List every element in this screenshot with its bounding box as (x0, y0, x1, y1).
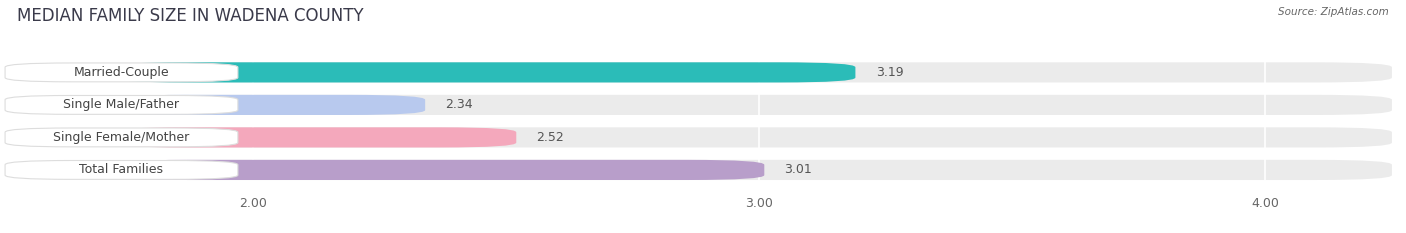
FancyBboxPatch shape (111, 160, 1392, 180)
FancyBboxPatch shape (111, 127, 516, 147)
FancyBboxPatch shape (6, 96, 238, 114)
FancyBboxPatch shape (111, 127, 1392, 147)
Text: Single Female/Mother: Single Female/Mother (53, 131, 190, 144)
Text: 2.52: 2.52 (537, 131, 564, 144)
Text: Single Male/Father: Single Male/Father (63, 98, 180, 111)
FancyBboxPatch shape (111, 160, 765, 180)
Text: 3.19: 3.19 (876, 66, 903, 79)
FancyBboxPatch shape (111, 62, 855, 82)
FancyBboxPatch shape (6, 128, 238, 147)
Text: Married-Couple: Married-Couple (73, 66, 169, 79)
FancyBboxPatch shape (6, 161, 238, 179)
FancyBboxPatch shape (111, 95, 425, 115)
Text: Total Families: Total Families (80, 163, 163, 176)
Text: MEDIAN FAMILY SIZE IN WADENA COUNTY: MEDIAN FAMILY SIZE IN WADENA COUNTY (17, 7, 364, 25)
Text: 2.34: 2.34 (446, 98, 472, 111)
FancyBboxPatch shape (111, 95, 1392, 115)
Text: Source: ZipAtlas.com: Source: ZipAtlas.com (1278, 7, 1389, 17)
Text: 3.01: 3.01 (785, 163, 813, 176)
FancyBboxPatch shape (111, 62, 1392, 82)
FancyBboxPatch shape (6, 63, 238, 82)
